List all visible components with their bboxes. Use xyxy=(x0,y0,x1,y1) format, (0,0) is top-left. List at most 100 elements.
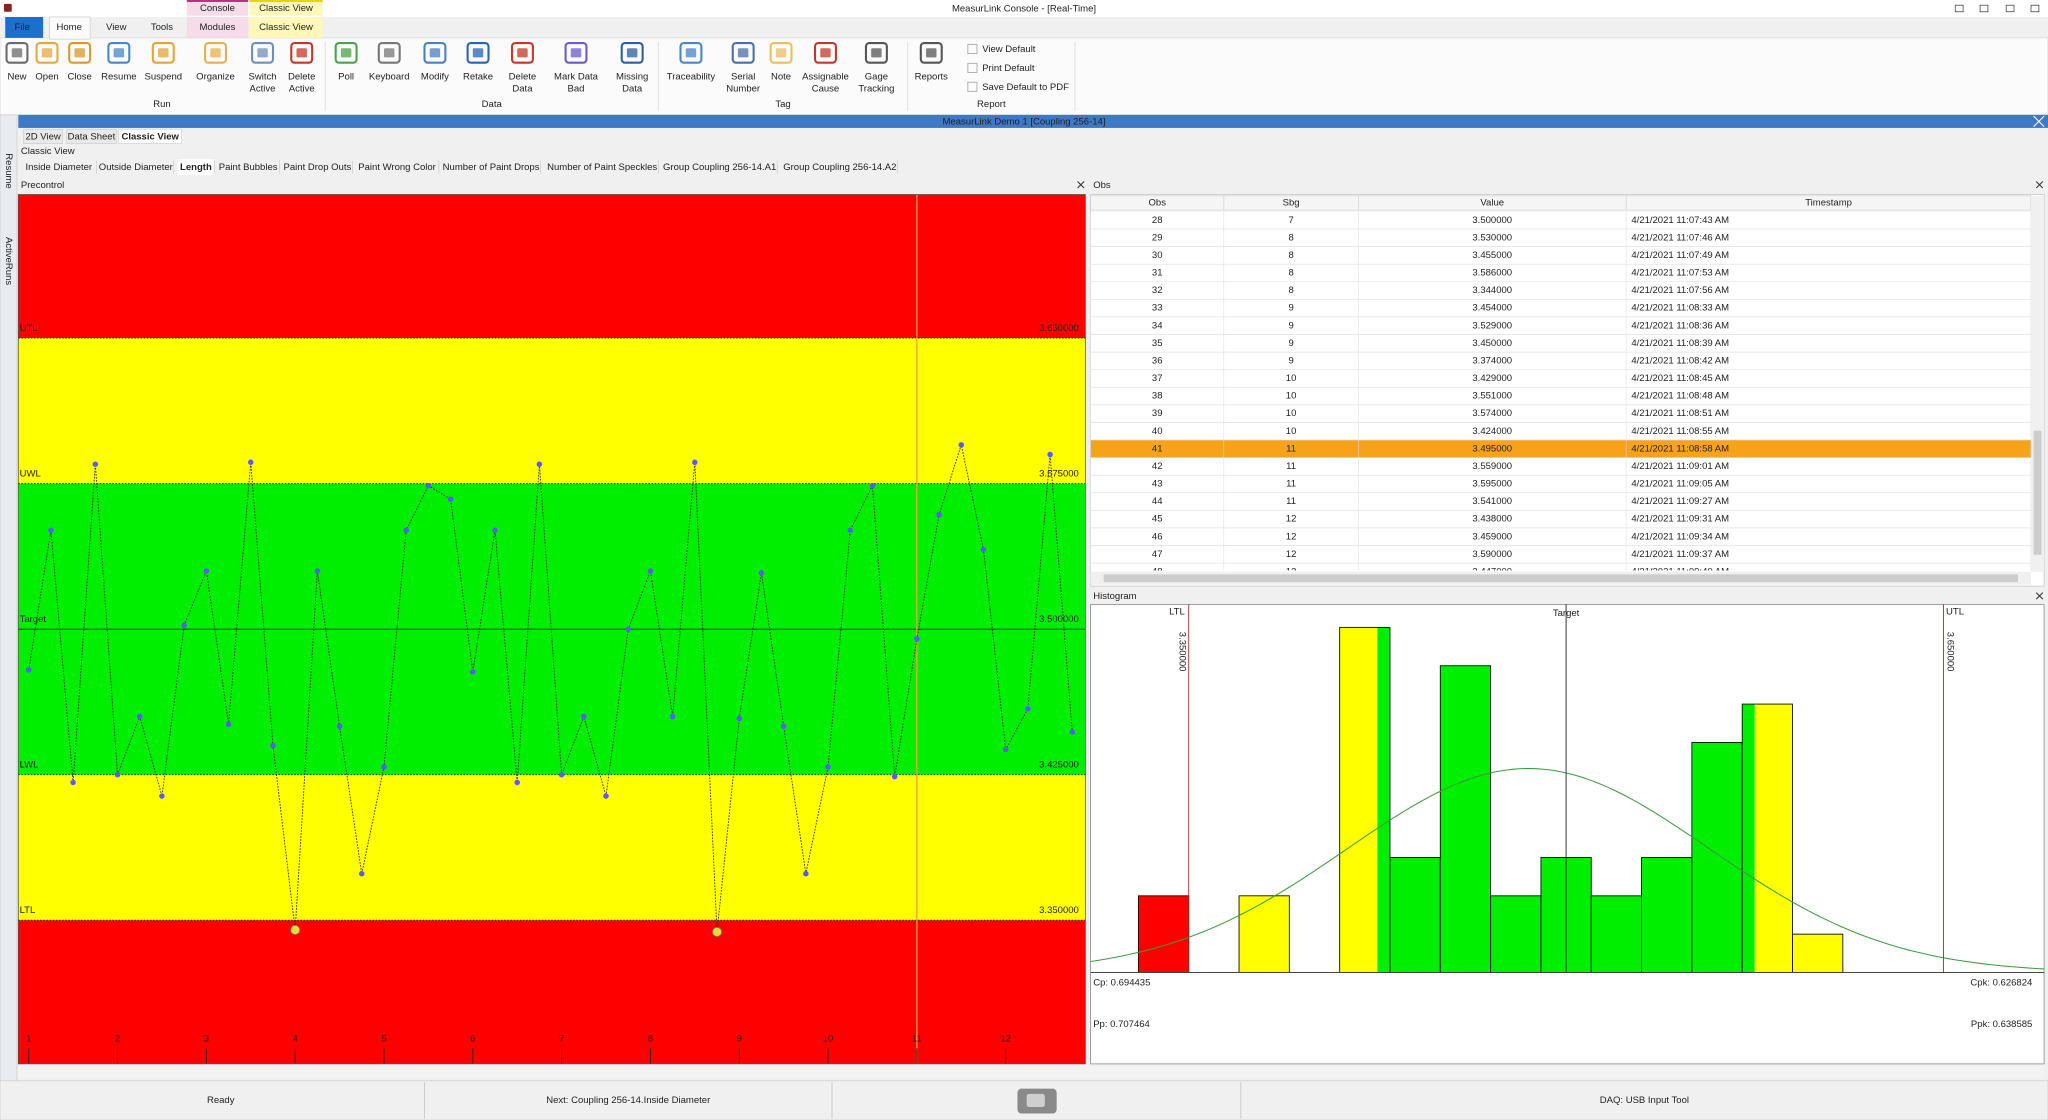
data-point[interactable] xyxy=(470,669,476,675)
data-point[interactable] xyxy=(25,667,32,673)
bottom-scrollbar[interactable] xyxy=(18,1066,2045,1079)
table-row[interactable] xyxy=(1090,474,2032,494)
data-point[interactable] xyxy=(514,779,520,786)
data-point[interactable] xyxy=(492,527,498,533)
characteristic-tab[interactable] xyxy=(441,159,541,175)
data-point[interactable] xyxy=(447,496,454,502)
view-tab[interactable] xyxy=(23,128,64,144)
data-point[interactable] xyxy=(225,721,232,728)
data-point[interactable] xyxy=(381,764,387,770)
view-tab[interactable] xyxy=(118,128,182,144)
data-point[interactable] xyxy=(1025,706,1031,712)
data-point[interactable] xyxy=(114,771,121,778)
data-point[interactable] xyxy=(314,568,321,574)
data-point[interactable] xyxy=(136,713,143,720)
data-point[interactable] xyxy=(914,636,920,642)
table-row[interactable] xyxy=(1090,439,2032,458)
data-point[interactable] xyxy=(92,461,99,467)
data-point[interactable] xyxy=(48,527,54,533)
data-point[interactable] xyxy=(869,482,876,489)
data-point[interactable] xyxy=(1069,729,1076,735)
table-row[interactable] xyxy=(1090,263,2032,283)
data-point[interactable] xyxy=(425,482,432,489)
table-row[interactable] xyxy=(1090,211,2032,230)
characteristic-tab[interactable] xyxy=(97,159,174,175)
characteristic-tab[interactable] xyxy=(662,159,778,175)
data-point[interactable] xyxy=(803,870,809,877)
column-header[interactable]: Obs xyxy=(1148,198,1166,209)
side-tab[interactable]: Resume xyxy=(3,153,14,188)
table-row[interactable] xyxy=(1090,527,2032,546)
characteristic-tab[interactable] xyxy=(216,159,280,175)
data-point[interactable] xyxy=(536,461,543,467)
maximize-btn[interactable] xyxy=(2005,4,2015,13)
data-point[interactable] xyxy=(603,793,609,799)
characteristic-tab[interactable] xyxy=(282,159,353,175)
data-point[interactable] xyxy=(669,713,676,720)
data-point[interactable] xyxy=(692,459,698,466)
data-point[interactable] xyxy=(181,622,187,629)
data-point[interactable] xyxy=(980,546,987,553)
data-point[interactable] xyxy=(891,773,898,780)
characteristic-tab[interactable] xyxy=(177,159,215,175)
data-point[interactable] xyxy=(558,771,565,778)
small-button[interactable]: View Default xyxy=(982,44,1036,55)
characteristic-tab[interactable] xyxy=(782,159,898,175)
data-point[interactable] xyxy=(825,764,831,770)
data-point[interactable] xyxy=(958,442,965,448)
table-row[interactable] xyxy=(1090,387,2032,406)
data-point[interactable] xyxy=(936,511,942,518)
column-header[interactable]: Sbg xyxy=(1283,198,1300,209)
data-point[interactable] xyxy=(336,723,343,729)
column-header[interactable]: Timestamp xyxy=(1805,198,1852,209)
data-point[interactable] xyxy=(248,459,254,466)
data-point[interactable] xyxy=(712,926,722,937)
active-tab[interactable] xyxy=(49,16,91,40)
characteristic-tab[interactable] xyxy=(355,159,439,175)
table-row[interactable] xyxy=(1090,545,2032,564)
close-btn[interactable] xyxy=(2030,4,2040,13)
context-tab[interactable] xyxy=(186,16,249,38)
table-row[interactable] xyxy=(1090,404,2032,423)
table-row[interactable] xyxy=(1090,334,2032,353)
data-point[interactable] xyxy=(758,570,765,576)
table-row[interactable] xyxy=(1090,316,2032,335)
file-tab[interactable] xyxy=(5,16,44,38)
data-point[interactable] xyxy=(70,779,76,786)
side-tab[interactable]: ActiveRuns xyxy=(3,237,14,285)
table-row[interactable] xyxy=(1090,246,2032,265)
table-row[interactable] xyxy=(1090,299,2032,318)
data-point[interactable] xyxy=(203,568,210,574)
view-tab[interactable] xyxy=(66,128,117,144)
data-point[interactable] xyxy=(736,715,742,722)
help-btn[interactable] xyxy=(1954,4,1964,13)
small-button[interactable]: Print Default xyxy=(982,63,1035,74)
small-button[interactable]: Save Default to PDF xyxy=(982,82,1069,93)
characteristic-tab[interactable] xyxy=(545,159,659,175)
data-point[interactable] xyxy=(780,723,787,729)
minimize-btn[interactable] xyxy=(1979,4,1989,13)
data-point[interactable] xyxy=(1047,451,1053,458)
table-row[interactable] xyxy=(1090,281,2032,300)
data-point[interactable] xyxy=(290,925,301,935)
data-point[interactable] xyxy=(403,527,409,533)
data-point[interactable] xyxy=(1002,746,1009,753)
data-point[interactable] xyxy=(359,870,365,877)
table-row[interactable] xyxy=(1090,351,2032,370)
data-point[interactable] xyxy=(270,742,276,749)
table-row[interactable] xyxy=(1090,228,2032,247)
column-header[interactable]: Value xyxy=(1480,198,1504,209)
data-point[interactable] xyxy=(581,713,587,720)
data-point[interactable] xyxy=(625,626,631,632)
table-row[interactable] xyxy=(1090,422,2032,441)
data-point[interactable] xyxy=(159,793,165,799)
data-point[interactable] xyxy=(647,568,654,574)
table-row[interactable] xyxy=(1090,562,2032,581)
characteristic-tab[interactable] xyxy=(20,159,97,175)
table-row[interactable] xyxy=(1090,369,2032,388)
data-point[interactable] xyxy=(847,527,853,533)
table-row[interactable] xyxy=(1090,492,2032,511)
table-row[interactable] xyxy=(1090,510,2032,529)
context-tab[interactable] xyxy=(249,16,323,38)
table-row[interactable] xyxy=(1090,457,2032,476)
